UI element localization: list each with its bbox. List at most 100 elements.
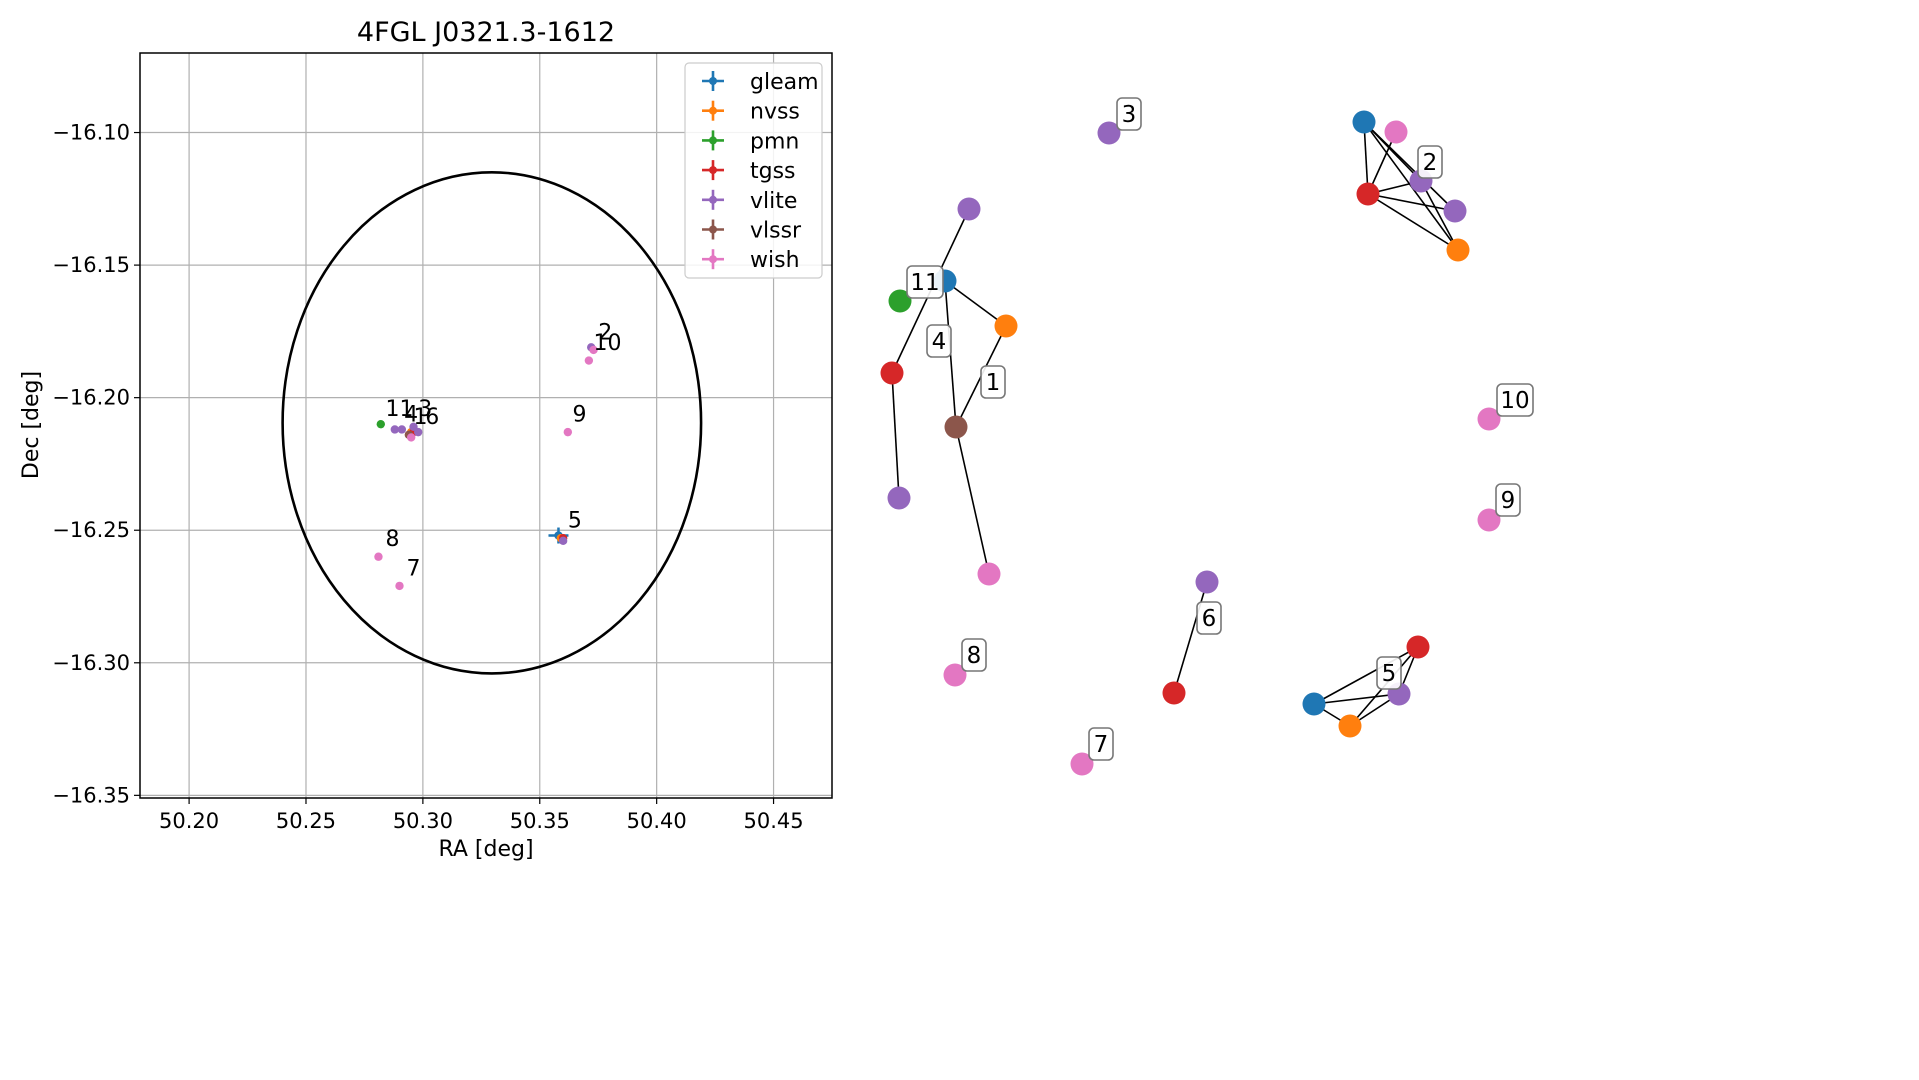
network-label: 1	[980, 365, 1006, 399]
source-label: 9	[573, 403, 587, 428]
y-tick-label: −16.30	[52, 651, 130, 675]
legend-label: wish	[750, 248, 800, 273]
network-node	[1097, 121, 1121, 145]
network-label: 11	[906, 265, 944, 299]
match-network: 2 3 11 4 1 10 9 6 8 5 7	[880, 97, 1534, 776]
legend-label: gleam	[750, 70, 819, 95]
uncertainty-ellipse	[281, 171, 703, 675]
legend-marker-dot	[709, 136, 717, 145]
network-edge	[1367, 193, 1456, 212]
network-label: 6	[1196, 601, 1222, 635]
network-node	[1356, 182, 1380, 206]
point-wish	[589, 345, 598, 355]
x-tick-label: 50.35	[510, 809, 570, 833]
source-label: 6	[425, 405, 439, 430]
network-node	[1070, 752, 1094, 776]
network-edge	[1363, 121, 1456, 212]
network-node	[1406, 635, 1430, 659]
network-label-text: 7	[1094, 732, 1109, 758]
network-node	[994, 314, 1018, 338]
point-wish	[584, 356, 594, 365]
point-vlite	[414, 427, 423, 437]
legend-label: tgss	[750, 159, 796, 184]
legend-entry-vlite: vlite	[702, 189, 797, 214]
plot-frame	[139, 52, 833, 799]
network-label-box	[906, 265, 944, 299]
network-node	[1446, 238, 1470, 262]
network-label: 10	[1496, 383, 1534, 417]
network-label-text: 1	[986, 370, 1001, 396]
point-wish	[563, 427, 573, 437]
legend-marker-dot	[709, 166, 717, 175]
point-pmn	[376, 419, 385, 429]
network-edge	[1367, 193, 1459, 251]
source-label: 4	[404, 403, 418, 428]
source-label: 10	[594, 331, 622, 356]
y-tick-label: −16.15	[52, 253, 130, 277]
network-label: 2	[1417, 145, 1443, 179]
network-node	[887, 486, 911, 510]
legend-entry-vlssr: vlssr	[702, 219, 802, 244]
network-label-box	[961, 638, 987, 672]
network-node	[944, 415, 968, 439]
network-node	[943, 663, 967, 687]
x-tick-label: 50.25	[276, 809, 336, 833]
legend-entry-tgss: tgss	[702, 159, 796, 184]
network-edge	[1363, 121, 1369, 195]
source-label: 11	[385, 397, 413, 422]
network-label-box	[1495, 483, 1521, 517]
network-label-text: 5	[1382, 661, 1397, 687]
network-node	[1443, 199, 1467, 223]
network-edge	[1313, 646, 1419, 705]
legend-marker-dot	[709, 255, 717, 264]
network-label-text: 6	[1202, 606, 1217, 632]
network-label-box	[1196, 601, 1222, 635]
network-label-text: 11	[910, 270, 939, 296]
y-axis-label: Dec [deg]	[19, 371, 44, 479]
network-node	[880, 361, 904, 385]
chart-title: 4FGL J0321.3-1612	[357, 17, 615, 48]
point-wish	[406, 433, 416, 442]
x-tick-label: 50.20	[159, 809, 219, 833]
legend-entry-gleam: gleam	[702, 70, 819, 95]
network-node	[1338, 714, 1362, 738]
source-label: 5	[568, 509, 582, 534]
x-tick-label: 50.45	[743, 809, 803, 833]
network-label: 8	[961, 638, 987, 672]
network-node	[1477, 508, 1501, 532]
sky-position-chart: 4FGL J0321.3-1612 RA [deg] Dec [deg] 210…	[19, 17, 833, 862]
network-label-text: 2	[1423, 150, 1438, 176]
y-tick-label: −16.20	[52, 386, 130, 410]
network-label-text: 10	[1500, 388, 1529, 414]
network-label-text: 3	[1122, 102, 1137, 128]
network-edge	[944, 280, 1007, 327]
network-edge	[1313, 693, 1400, 705]
network-label-box	[1417, 145, 1443, 179]
network-node	[977, 562, 1001, 586]
legend-label: vlite	[750, 189, 797, 214]
network-label: 9	[1495, 483, 1521, 517]
network-node	[1352, 110, 1376, 134]
network-label-box	[1088, 727, 1114, 761]
network-node	[1302, 692, 1326, 716]
network-node	[888, 289, 912, 313]
network-label-text: 4	[932, 329, 947, 355]
network-label-text: 8	[967, 643, 982, 669]
y-tick-label: −16.10	[52, 121, 130, 145]
x-tick-label: 50.30	[393, 809, 453, 833]
legend-label: vlssr	[750, 219, 802, 244]
network-node	[1195, 570, 1219, 594]
network-edge	[1173, 581, 1208, 694]
network-label-box	[1496, 383, 1534, 417]
uncertainty-ellipse-group	[281, 171, 703, 675]
network-label: 4	[926, 324, 952, 358]
legend-label: nvss	[750, 100, 800, 125]
legend-label: pmn	[750, 129, 799, 154]
network-node	[1384, 120, 1408, 144]
network-label: 5	[1376, 656, 1402, 690]
network-nodes	[880, 110, 1501, 776]
y-tick-label: −16.35	[52, 783, 130, 807]
network-edge	[955, 426, 990, 575]
network-edge	[1420, 180, 1459, 251]
